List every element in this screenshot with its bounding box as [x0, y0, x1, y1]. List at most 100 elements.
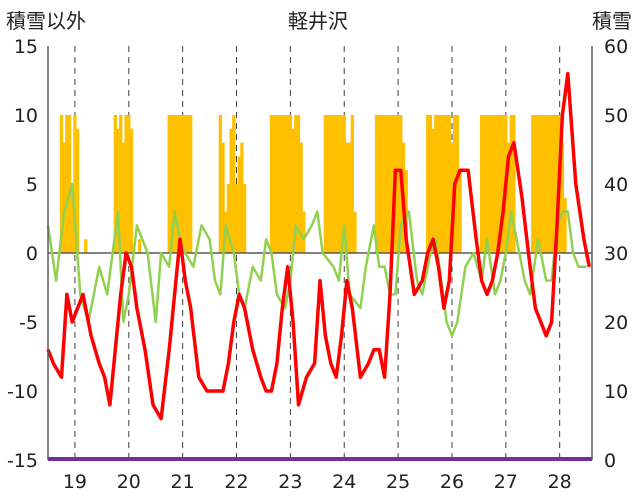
precip-bar	[129, 128, 134, 253]
precip-bar	[283, 115, 287, 253]
precip-bar	[563, 197, 567, 253]
precip-bar	[242, 184, 247, 253]
precip-bar	[323, 115, 328, 253]
x-tick-label: 28	[548, 471, 572, 493]
precip-bar	[552, 115, 556, 253]
precip-bar	[485, 115, 489, 253]
right-axis-label: 積雪	[592, 9, 632, 33]
precip-bar	[458, 170, 462, 253]
left-axis-tick-labels: 15 10 5 0 -5 -10 -15	[7, 36, 38, 472]
precip-bar	[496, 115, 500, 253]
x-tick-label: 19	[63, 471, 87, 493]
precip-bar	[221, 142, 225, 253]
precip-bar	[65, 115, 69, 253]
precip-bar	[237, 156, 241, 253]
precip-bar	[178, 115, 182, 253]
precip-bar	[127, 115, 131, 253]
precip-bar	[560, 142, 565, 253]
precip-bar	[172, 115, 177, 253]
precip-bar	[334, 115, 338, 253]
precip-bar	[291, 128, 295, 253]
chart-title: 軽井沢	[288, 9, 348, 33]
right-tick-label: 30	[604, 243, 628, 265]
left-tick-label: 5	[26, 174, 38, 196]
precip-bar	[382, 115, 387, 253]
precip-bar	[396, 115, 400, 253]
precip-bar	[62, 142, 66, 253]
precip-bar	[509, 115, 513, 253]
precip-bar	[331, 115, 336, 253]
precip-bar	[391, 115, 395, 253]
precip-bar	[541, 115, 546, 253]
precip-bar	[501, 115, 505, 253]
precip-bar	[444, 115, 449, 253]
precip-bar	[479, 115, 484, 253]
precip-bar	[302, 211, 306, 253]
precip-bar	[450, 142, 454, 253]
precip-bar	[428, 115, 433, 253]
temperature-line	[46, 71, 592, 421]
left-tick-label: 0	[26, 243, 38, 265]
precip-bar	[67, 115, 72, 253]
precip-bar	[347, 142, 352, 253]
precip-bar	[377, 115, 381, 253]
precip-bar	[426, 115, 430, 253]
precip-bar	[531, 115, 535, 253]
precip-bar	[73, 115, 77, 253]
precip-bar	[137, 239, 142, 253]
precip-bar	[350, 115, 354, 253]
right-tick-label: 20	[604, 312, 628, 334]
x-tick-label: 21	[171, 471, 195, 493]
precip-bar	[286, 115, 290, 253]
right-tick-label: 60	[604, 36, 628, 58]
left-tick-label: -15	[7, 450, 38, 472]
precip-bar	[113, 115, 117, 253]
precip-bar	[294, 115, 298, 253]
precip-bar	[218, 115, 223, 253]
precip-bar	[175, 115, 179, 253]
x-tick-label: 24	[332, 471, 356, 493]
precip-bar	[536, 115, 540, 253]
precip-bar	[337, 115, 341, 253]
right-axis-tick-labels: 60 50 40 30 20 10 0	[604, 36, 628, 472]
precip-bar	[431, 128, 435, 253]
precip-bar	[506, 142, 511, 253]
precip-bar	[544, 115, 548, 253]
precip-bar	[436, 115, 441, 253]
precip-bar	[329, 115, 333, 253]
precip-bar	[116, 128, 120, 253]
precip-bar	[326, 115, 330, 253]
precip-bar	[124, 115, 128, 253]
left-tick-label: -5	[19, 312, 38, 334]
precip-bar	[272, 115, 276, 253]
precip-bar	[296, 115, 301, 253]
precip-bar	[385, 115, 389, 253]
x-axis-tick-labels: 19 20 21 22 23 24 25 26 27 28	[63, 471, 572, 493]
precip-bar	[353, 211, 357, 253]
precip-bar	[181, 115, 185, 253]
precip-bar	[234, 184, 239, 253]
precip-bar	[339, 115, 344, 253]
precip-bar	[280, 115, 284, 253]
precip-bar	[380, 115, 384, 253]
precip-bar	[189, 115, 193, 253]
x-tick-label: 26	[440, 471, 464, 493]
precip-bar	[555, 115, 559, 253]
precip-bar	[170, 115, 174, 253]
precip-bar	[240, 142, 244, 253]
right-tick-label: 0	[604, 450, 616, 472]
precip-bar	[447, 115, 451, 253]
left-tick-label: -10	[7, 381, 38, 403]
x-tick-label: 22	[224, 471, 248, 493]
precip-bar	[299, 142, 303, 253]
precip-bar	[342, 115, 346, 253]
precip-bar	[512, 115, 516, 253]
precip-bars	[59, 115, 567, 253]
precip-bar	[186, 115, 190, 253]
right-tick-label: 40	[604, 174, 628, 196]
precip-bar	[439, 115, 443, 253]
precip-bar	[119, 115, 123, 253]
precip-bar	[288, 115, 293, 253]
x-tick-label: 20	[117, 471, 141, 493]
